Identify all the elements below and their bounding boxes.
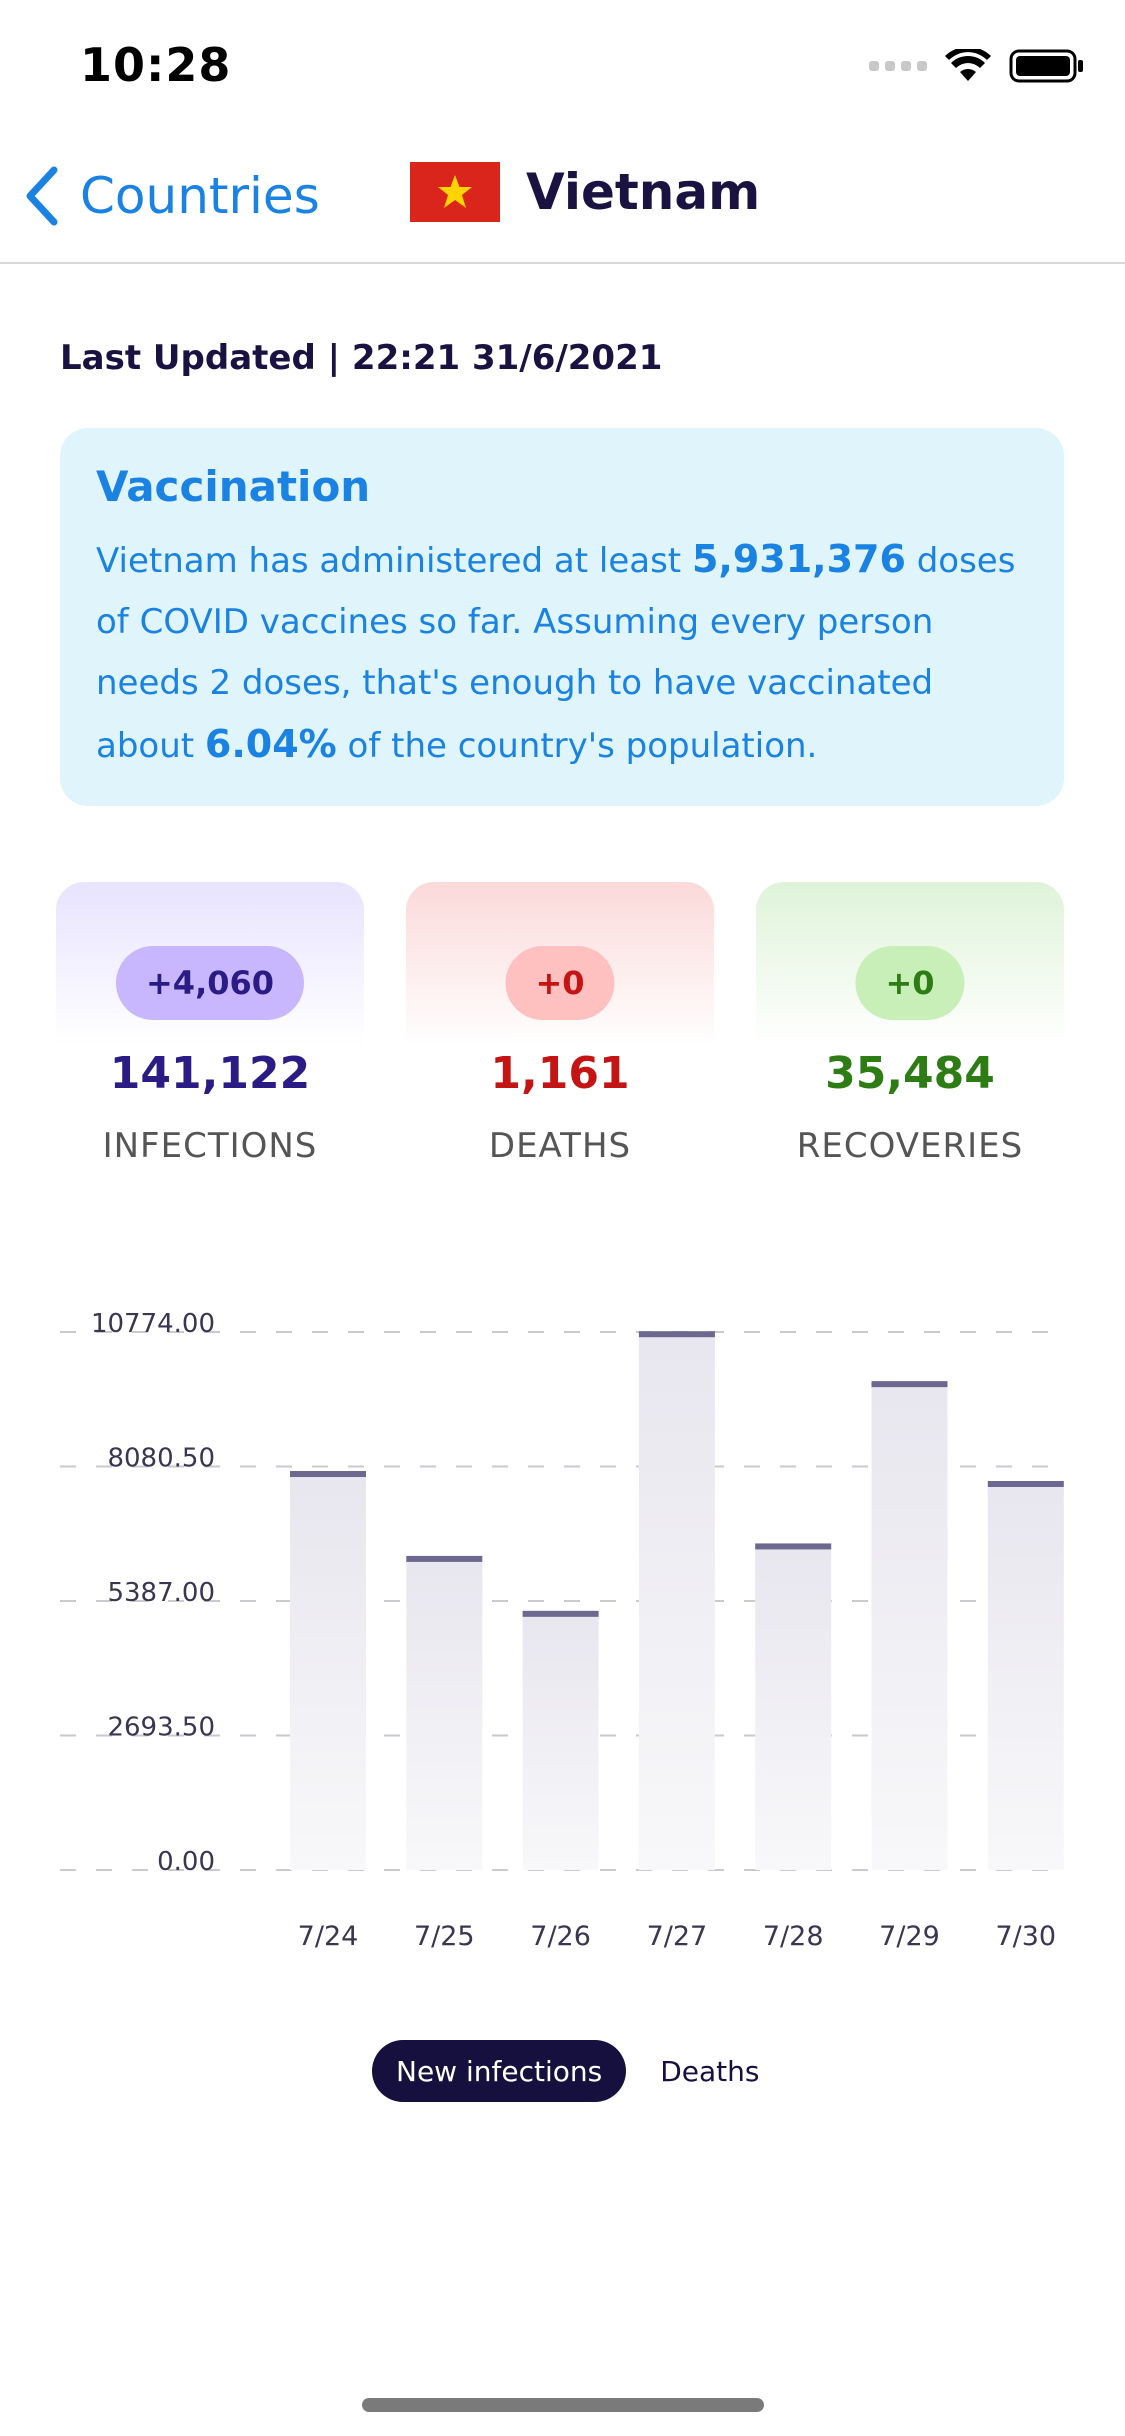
infections-value: 141,122 bbox=[109, 1048, 311, 1099]
chart-bar[interactable] bbox=[638, 1333, 715, 1870]
battery-icon bbox=[1009, 49, 1083, 83]
vaccination-text-part: Vietnam has administered at least bbox=[96, 541, 692, 581]
chart-bar-cap bbox=[290, 1471, 366, 1478]
chart-bar[interactable] bbox=[522, 1612, 599, 1870]
chart-bar[interactable] bbox=[755, 1545, 832, 1870]
x-tick-label: 7/29 bbox=[879, 1921, 940, 1952]
x-tick-label: 7/24 bbox=[298, 1921, 359, 1952]
new-infections-toggle[interactable]: New infections bbox=[372, 2040, 627, 2102]
chart-bar[interactable] bbox=[871, 1383, 948, 1870]
chart-bar[interactable] bbox=[987, 1483, 1064, 1870]
chart-bar-cap bbox=[522, 1610, 599, 1617]
chart-bar-cap bbox=[755, 1543, 832, 1550]
x-tick-label: 7/25 bbox=[414, 1921, 475, 1952]
vietnam-flag-icon bbox=[410, 162, 500, 222]
deaths-label: DEATHS bbox=[488, 1126, 632, 1166]
deaths-card: +0 1,161 DEATHS bbox=[406, 882, 714, 1182]
y-tick-label: 5387.00 bbox=[107, 1578, 215, 1608]
chart-bar[interactable] bbox=[290, 1473, 366, 1870]
infections-label: INFECTIONS bbox=[102, 1126, 318, 1166]
status-bar: 10:28 bbox=[0, 0, 1125, 132]
y-tick-label: 10774.00 bbox=[91, 1309, 215, 1339]
back-button[interactable]: Countries bbox=[22, 164, 320, 228]
vaccination-title: Vaccination bbox=[96, 462, 371, 511]
status-icons bbox=[869, 48, 1085, 84]
x-tick-label: 7/26 bbox=[530, 1921, 591, 1952]
chart-bar-cap bbox=[871, 1381, 948, 1388]
vaccination-card: Vaccination Vietnam has administered at … bbox=[60, 428, 1064, 806]
recoveries-change-badge: +0 bbox=[855, 946, 965, 1020]
chart-bar-cap bbox=[987, 1481, 1064, 1488]
cellular-signal-icon bbox=[869, 61, 927, 71]
infections-card: +4,060 141,122 INFECTIONS bbox=[56, 882, 364, 1182]
last-updated: Last Updated | 22:21 31/6/2021 bbox=[60, 338, 663, 378]
vaccination-text: Vietnam has administered at least 5,931,… bbox=[96, 529, 1028, 777]
y-tick-label: 8080.50 bbox=[107, 1444, 215, 1474]
chart-bar-cap bbox=[406, 1555, 483, 1562]
deaths-change-badge: +0 bbox=[505, 946, 615, 1020]
y-tick-label: 0.00 bbox=[157, 1847, 215, 1877]
chart-bar-cap bbox=[638, 1331, 715, 1338]
infections-change-badge: +4,060 bbox=[115, 946, 305, 1020]
recoveries-label: RECOVERIES bbox=[796, 1126, 1024, 1166]
recoveries-card: +0 35,484 RECOVERIES bbox=[756, 882, 1064, 1182]
vaccinated-percent: 6.04% bbox=[204, 722, 337, 766]
doses-count: 5,931,376 bbox=[691, 537, 906, 581]
vaccination-text-part: of the country's population. bbox=[336, 726, 818, 766]
vaccination-text-part: doses of COVID vaccines so far. Assuming… bbox=[96, 541, 1016, 766]
page-title: Vietnam bbox=[410, 162, 760, 222]
deaths-value: 1,161 bbox=[490, 1048, 630, 1099]
back-label: Countries bbox=[80, 167, 320, 225]
chevron-left-icon bbox=[26, 166, 58, 226]
wifi-icon bbox=[945, 49, 991, 81]
status-time: 10:28 bbox=[80, 38, 232, 92]
x-tick-label: 7/27 bbox=[647, 1921, 708, 1952]
navigation-bar: Countries Vietnam bbox=[0, 132, 1125, 264]
recoveries-value: 35,484 bbox=[825, 1048, 995, 1099]
x-tick-label: 7/30 bbox=[995, 1921, 1056, 1952]
chart-bar[interactable] bbox=[406, 1557, 483, 1870]
y-tick-label: 2693.50 bbox=[107, 1713, 215, 1743]
home-indicator bbox=[362, 2398, 764, 2412]
chart-mode-toggle: New infections Deaths bbox=[372, 2040, 783, 2102]
deaths-toggle[interactable]: Deaths bbox=[660, 2054, 760, 2088]
bar-chart: 10774.00 8080.50 5387.00 2693.50 0.00 7/24 7/2… bbox=[60, 1309, 1064, 1952]
x-tick-label: 7/28 bbox=[763, 1921, 824, 1952]
country-name: Vietnam bbox=[526, 163, 761, 221]
chart: 10774.00 8080.50 5387.00 2693.50 0.00 7/24 7/2… bbox=[0, 1290, 1125, 1970]
